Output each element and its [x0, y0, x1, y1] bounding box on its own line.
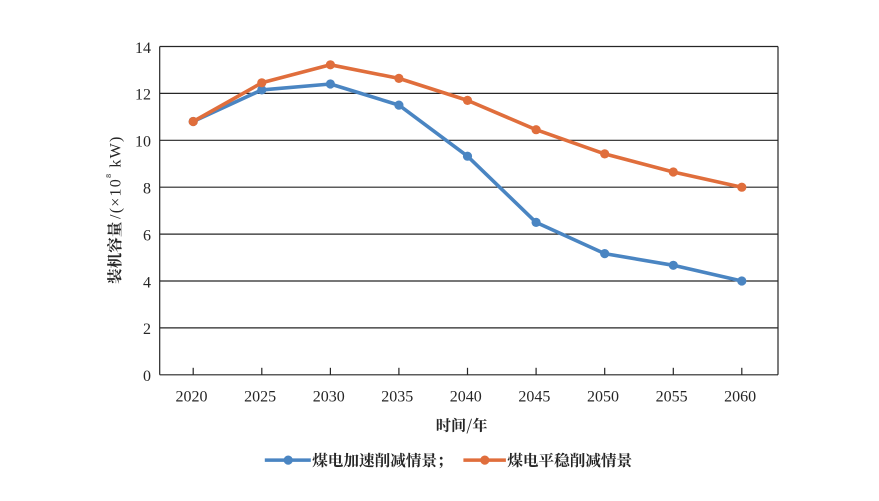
svg-text:12: 12: [135, 87, 151, 104]
svg-text:kW): kW): [107, 135, 124, 172]
svg-text:2035: 2035: [381, 388, 413, 405]
svg-text:8: 8: [143, 181, 151, 198]
svg-text:2045: 2045: [518, 388, 550, 405]
svg-text:2025: 2025: [244, 388, 276, 405]
svg-text:4: 4: [143, 274, 151, 291]
svg-text:2030: 2030: [313, 388, 345, 405]
svg-text:2020: 2020: [176, 388, 208, 405]
svg-text:2060: 2060: [724, 388, 756, 405]
svg-text:2: 2: [143, 321, 151, 338]
svg-text:6: 6: [143, 227, 151, 244]
svg-text:2040: 2040: [450, 388, 482, 405]
svg-text:/(×10: /(×10: [107, 178, 124, 219]
svg-text:2050: 2050: [587, 388, 619, 405]
svg-text:0: 0: [143, 368, 151, 385]
svg-text:8: 8: [104, 174, 113, 178]
svg-text:14: 14: [135, 40, 151, 57]
svg-text:10: 10: [135, 134, 151, 151]
svg-text:2055: 2055: [656, 388, 688, 405]
